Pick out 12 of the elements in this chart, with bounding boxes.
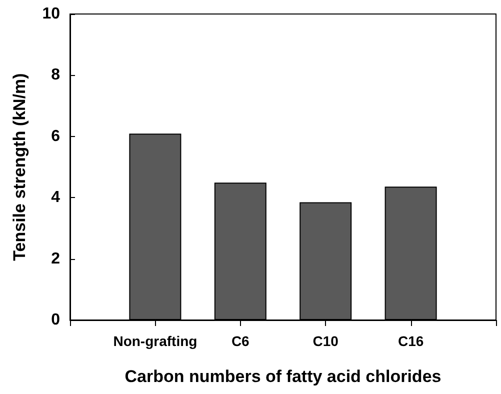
y-tick-label: 10	[42, 6, 60, 22]
x-tick-label: Non-grafting	[113, 333, 198, 349]
y-tick-label: 2	[51, 250, 60, 268]
y-tick-label: 0	[51, 312, 60, 328]
y-tick-label: 6	[51, 128, 60, 145]
y-axis-title: Tensile strength (kN/m)	[10, 73, 29, 261]
y-tick-label: 4	[51, 189, 60, 206]
x-tick-label: C16	[398, 333, 424, 349]
x-tick-label: C6	[231, 333, 250, 349]
x-axis-title: Carbon numbers of fatty acid chlorides	[124, 367, 442, 386]
y-tick-label: 8	[51, 66, 60, 84]
x-tick-label: C10	[312, 333, 339, 349]
